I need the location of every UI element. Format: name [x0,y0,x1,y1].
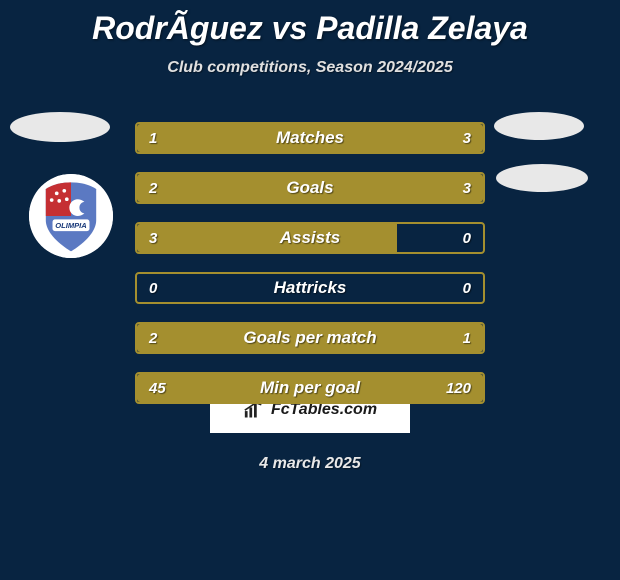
stat-value-left: 3 [149,224,157,252]
stat-row: 13Matches [135,122,485,154]
stat-value-right: 120 [446,374,471,402]
stat-value-left: 0 [149,274,157,302]
stat-row: 21Goals per match [135,322,485,354]
stat-row: 45120Min per goal [135,372,485,404]
svg-text:OLIMPIA: OLIMPIA [55,221,86,230]
stat-label: Hattricks [137,274,483,302]
stat-value-left: 2 [149,324,157,352]
stat-value-left: 45 [149,374,166,402]
stat-value-right: 0 [463,274,471,302]
stat-value-left: 2 [149,174,157,202]
page-title: RodrÃ­guez vs Padilla Zelaya [0,10,620,47]
stat-row: 30Assists [135,222,485,254]
left-player-avatar-oval [10,112,110,142]
date-label: 4 march 2025 [0,455,620,473]
right-player-avatar-oval-2 [496,164,588,192]
stat-row: 0 0Hattricks [135,272,485,304]
stat-value-right: 0 [463,224,471,252]
stat-bar-right [172,374,483,402]
stat-value-right: 3 [463,124,471,152]
crest-icon: OLIMPIA [29,174,113,258]
right-player-avatar-oval-1 [494,112,584,140]
stat-row: 23Goals [135,172,485,204]
left-team-badge: OLIMPIA [29,174,113,258]
stat-bar-left [137,224,397,252]
page-subtitle: Club competitions, Season 2024/2025 [0,59,620,77]
stat-value-left: 1 [149,124,157,152]
stat-bar-right [241,174,483,202]
stat-bars-container: 13Matches23Goals30Assists00Hattricks21Go… [135,122,485,422]
stat-value-right: 3 [463,174,471,202]
stat-value-right: 1 [463,324,471,352]
stat-bar-left [137,324,390,352]
stat-bar-right [224,124,484,152]
